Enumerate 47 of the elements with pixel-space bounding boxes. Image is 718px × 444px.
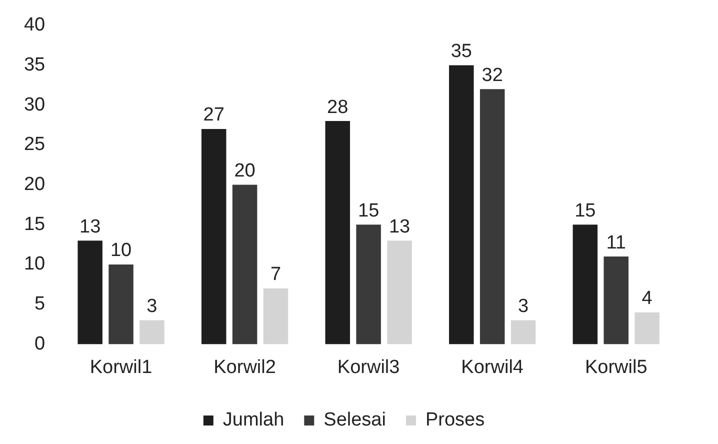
data-label: 3 bbox=[518, 296, 529, 318]
data-label: 11 bbox=[606, 232, 626, 254]
bar bbox=[634, 312, 660, 344]
bar bbox=[572, 224, 598, 344]
data-label: 13 bbox=[80, 216, 101, 238]
data-label: 7 bbox=[270, 264, 282, 286]
data-label: 28 bbox=[327, 96, 348, 118]
x-tick-label: Korwil5 bbox=[584, 356, 648, 378]
data-label: 15 bbox=[358, 200, 380, 222]
legend-label: Selesai bbox=[324, 410, 386, 431]
legend-label: Proses bbox=[425, 410, 485, 431]
y-tick-label: 25 bbox=[24, 134, 46, 156]
bar bbox=[232, 184, 258, 344]
bar bbox=[201, 129, 226, 344]
x-tick-label: Korwil1 bbox=[90, 356, 152, 378]
x-tick-label: Korwil4 bbox=[461, 356, 524, 378]
bar bbox=[263, 288, 288, 344]
bar bbox=[78, 240, 102, 344]
y-tick-label: 5 bbox=[34, 294, 46, 315]
y-tick-label: 10 bbox=[24, 254, 46, 275]
bar bbox=[480, 89, 505, 344]
bar bbox=[449, 65, 474, 344]
bar bbox=[604, 256, 628, 344]
data-label: 15 bbox=[574, 200, 596, 222]
bar bbox=[325, 121, 350, 344]
x-tick-label: Korwil3 bbox=[337, 356, 400, 378]
y-tick-label: 30 bbox=[24, 94, 46, 116]
bar bbox=[510, 320, 536, 344]
y-tick-label: 0 bbox=[34, 333, 46, 354]
y-tick-label: 15 bbox=[24, 214, 46, 235]
x-tick-label: Korwil2 bbox=[214, 356, 276, 378]
data-label: 10 bbox=[110, 240, 132, 262]
data-label: 32 bbox=[482, 64, 503, 86]
bar bbox=[140, 320, 164, 344]
legend-label: Jumlah bbox=[222, 410, 284, 431]
y-tick-label: 40 bbox=[24, 14, 46, 36]
y-tick-label: 35 bbox=[24, 54, 46, 76]
y-tick-label: 20 bbox=[24, 174, 46, 196]
bar bbox=[356, 224, 381, 344]
bar bbox=[108, 264, 134, 344]
data-label: 13 bbox=[388, 216, 410, 238]
data-label: 20 bbox=[234, 160, 256, 182]
data-label: 4 bbox=[642, 288, 653, 310]
data-label: 3 bbox=[146, 296, 158, 318]
bar bbox=[387, 240, 412, 344]
data-label: 27 bbox=[203, 104, 224, 126]
data-label: 35 bbox=[450, 40, 472, 62]
